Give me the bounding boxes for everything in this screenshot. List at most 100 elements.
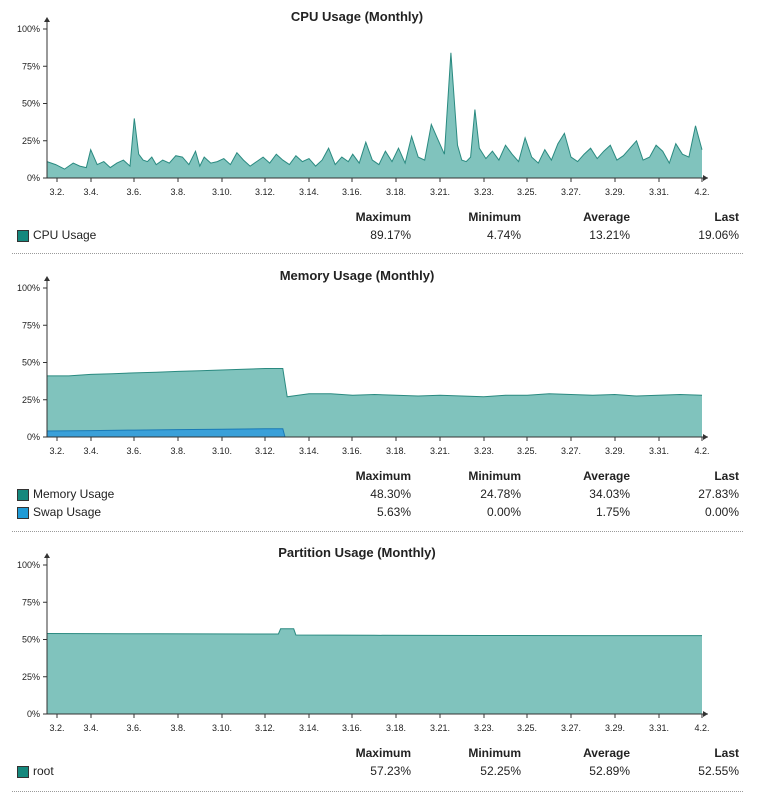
x-tick-label: 3.23. [474,723,494,733]
x-tick-label: 3.10. [212,187,232,197]
x-tick-label: 3.25. [517,723,537,733]
legend-label-memory-usage: Memory Usage [33,487,115,501]
x-tick-label: 3.2. [49,446,64,456]
x-tick-label: 3.31. [649,723,669,733]
stat-maximum: 5.63% [376,505,411,519]
x-tick-label: 3.12. [255,187,275,197]
series-line-memory-usage [47,368,703,398]
x-tick-label: 3.6. [126,723,141,733]
y-tick-label: 50% [22,635,40,645]
partition-chart: Partition Usage (Monthly) 0% 25% 50% 75% 100%… [17,545,710,733]
x-tick-label: 3.21. [430,723,450,733]
stat-last: 19.06% [698,228,739,242]
y-tick-label: 75% [22,61,40,71]
y-tick-label: 50% [22,99,40,109]
y-tick-label: 25% [22,672,40,682]
x-tick-label: 3.27. [561,723,581,733]
x-tick-label: 3.18. [386,723,406,733]
x-tick-label: 4.2. [694,446,709,456]
x-axis-arrow [703,434,708,440]
x-tick-label: 3.21. [430,446,450,456]
chart-title: CPU Usage (Monthly) [291,9,423,24]
stat-header-minimum: Minimum [468,746,521,760]
x-tick-label: 3.6. [126,446,141,456]
stat-row-cpu-usage: CPU Usage 89.17% 4.74% 13.21% 19.06% [0,227,771,245]
stat-maximum: 48.30% [370,487,411,501]
y-axis-arrow [44,276,50,281]
x-tick-label: 3.23. [474,187,494,197]
x-tick-label: 3.31. [649,187,669,197]
x-tick-label: 4.2. [694,723,709,733]
section-divider [12,791,743,792]
x-tick-label: 3.18. [386,446,406,456]
y-tick-label: 0% [27,432,40,442]
series-area-root [47,628,702,714]
x-tick-label: 3.8. [170,723,185,733]
stat-header-maximum: Maximum [355,469,411,483]
series-line-root [46,628,702,637]
stat-minimum: 4.74% [486,228,521,242]
legend-label-swap-usage: Swap Usage [33,505,102,519]
stat-header-maximum: Maximum [355,746,411,760]
x-tick-label: 3.10. [212,723,232,733]
x-tick-label: 3.12. [255,446,275,456]
x-tick-label: 3.31. [649,446,669,456]
stat-last: 52.55% [698,764,739,778]
y-tick-label: 25% [22,136,40,146]
series-area-swap-usage [47,428,702,437]
stat-last: 27.83% [698,487,739,501]
section-divider [12,531,743,532]
x-tick-label: 3.27. [561,446,581,456]
x-tick-label: 3.12. [255,723,275,733]
y-tick-label: 100% [17,560,40,570]
x-tick-label: 3.2. [49,723,64,733]
y-tick-label: 25% [22,395,40,405]
y-tick-label: 50% [22,358,40,368]
series-area-memory-usage [47,368,702,437]
x-tick-label: 3.14. [299,187,319,197]
x-tick-label: 3.4. [83,723,98,733]
stat-header-maximum: Maximum [355,210,411,224]
stat-header-last: Last [714,210,739,224]
stat-header-last: Last [714,746,739,760]
x-tick-label: 3.10. [212,446,232,456]
x-tick-label: 3.8. [170,187,185,197]
chart-title: Memory Usage (Monthly) [280,268,435,283]
memory-chart: Memory Usage (Monthly) 0% 25% 50% 75% 100% 3.2… [17,268,710,456]
x-tick-label: 4.2. [694,187,709,197]
x-tick-label: 3.16. [342,187,362,197]
series-line-swap-usage [46,428,702,438]
cpu-chart: CPU Usage (Monthly) 0% 25% 50% 75% 100% 3.2. 3.… [17,9,710,197]
x-axis-arrow [703,175,708,181]
y-tick-label: 75% [22,320,40,330]
stat-minimum: 24.78% [480,487,521,501]
x-tick-label: 3.29. [605,446,625,456]
stat-minimum: 0.00% [486,505,521,519]
x-tick-label: 3.6. [126,187,141,197]
y-axis-arrow [44,17,50,22]
stat-row-root: root 57.23% 52.25% 52.89% 52.55% [0,763,771,781]
legend-swatch-memory-usage [17,489,29,501]
y-tick-label: 0% [27,173,40,183]
legend-label-root: root [33,764,54,778]
stat-last: 0.00% [704,505,739,519]
legend-swatch-swap-usage [17,507,29,519]
y-tick-label: 100% [17,24,40,34]
stat-average: 1.75% [595,505,630,519]
chart-title: Partition Usage (Monthly) [278,545,435,560]
series-area-cpu-usage [47,52,702,178]
x-tick-label: 3.16. [342,723,362,733]
stat-maximum: 57.23% [370,764,411,778]
y-tick-label: 0% [27,709,40,719]
x-tick-label: 3.21. [430,187,450,197]
x-tick-label: 3.2. [49,187,64,197]
stat-row-swap-usage: Swap Usage 5.63% 0.00% 1.75% 0.00% [0,504,771,522]
legend-swatch-cpu-usage [17,230,29,242]
x-tick-label: 3.23. [474,446,494,456]
x-tick-label: 3.4. [83,187,98,197]
x-tick-label: 3.25. [517,446,537,456]
x-tick-label: 3.25. [517,187,537,197]
stat-average: 34.03% [589,487,630,501]
legend-label-cpu-usage: CPU Usage [33,228,97,242]
section-divider [12,253,743,254]
